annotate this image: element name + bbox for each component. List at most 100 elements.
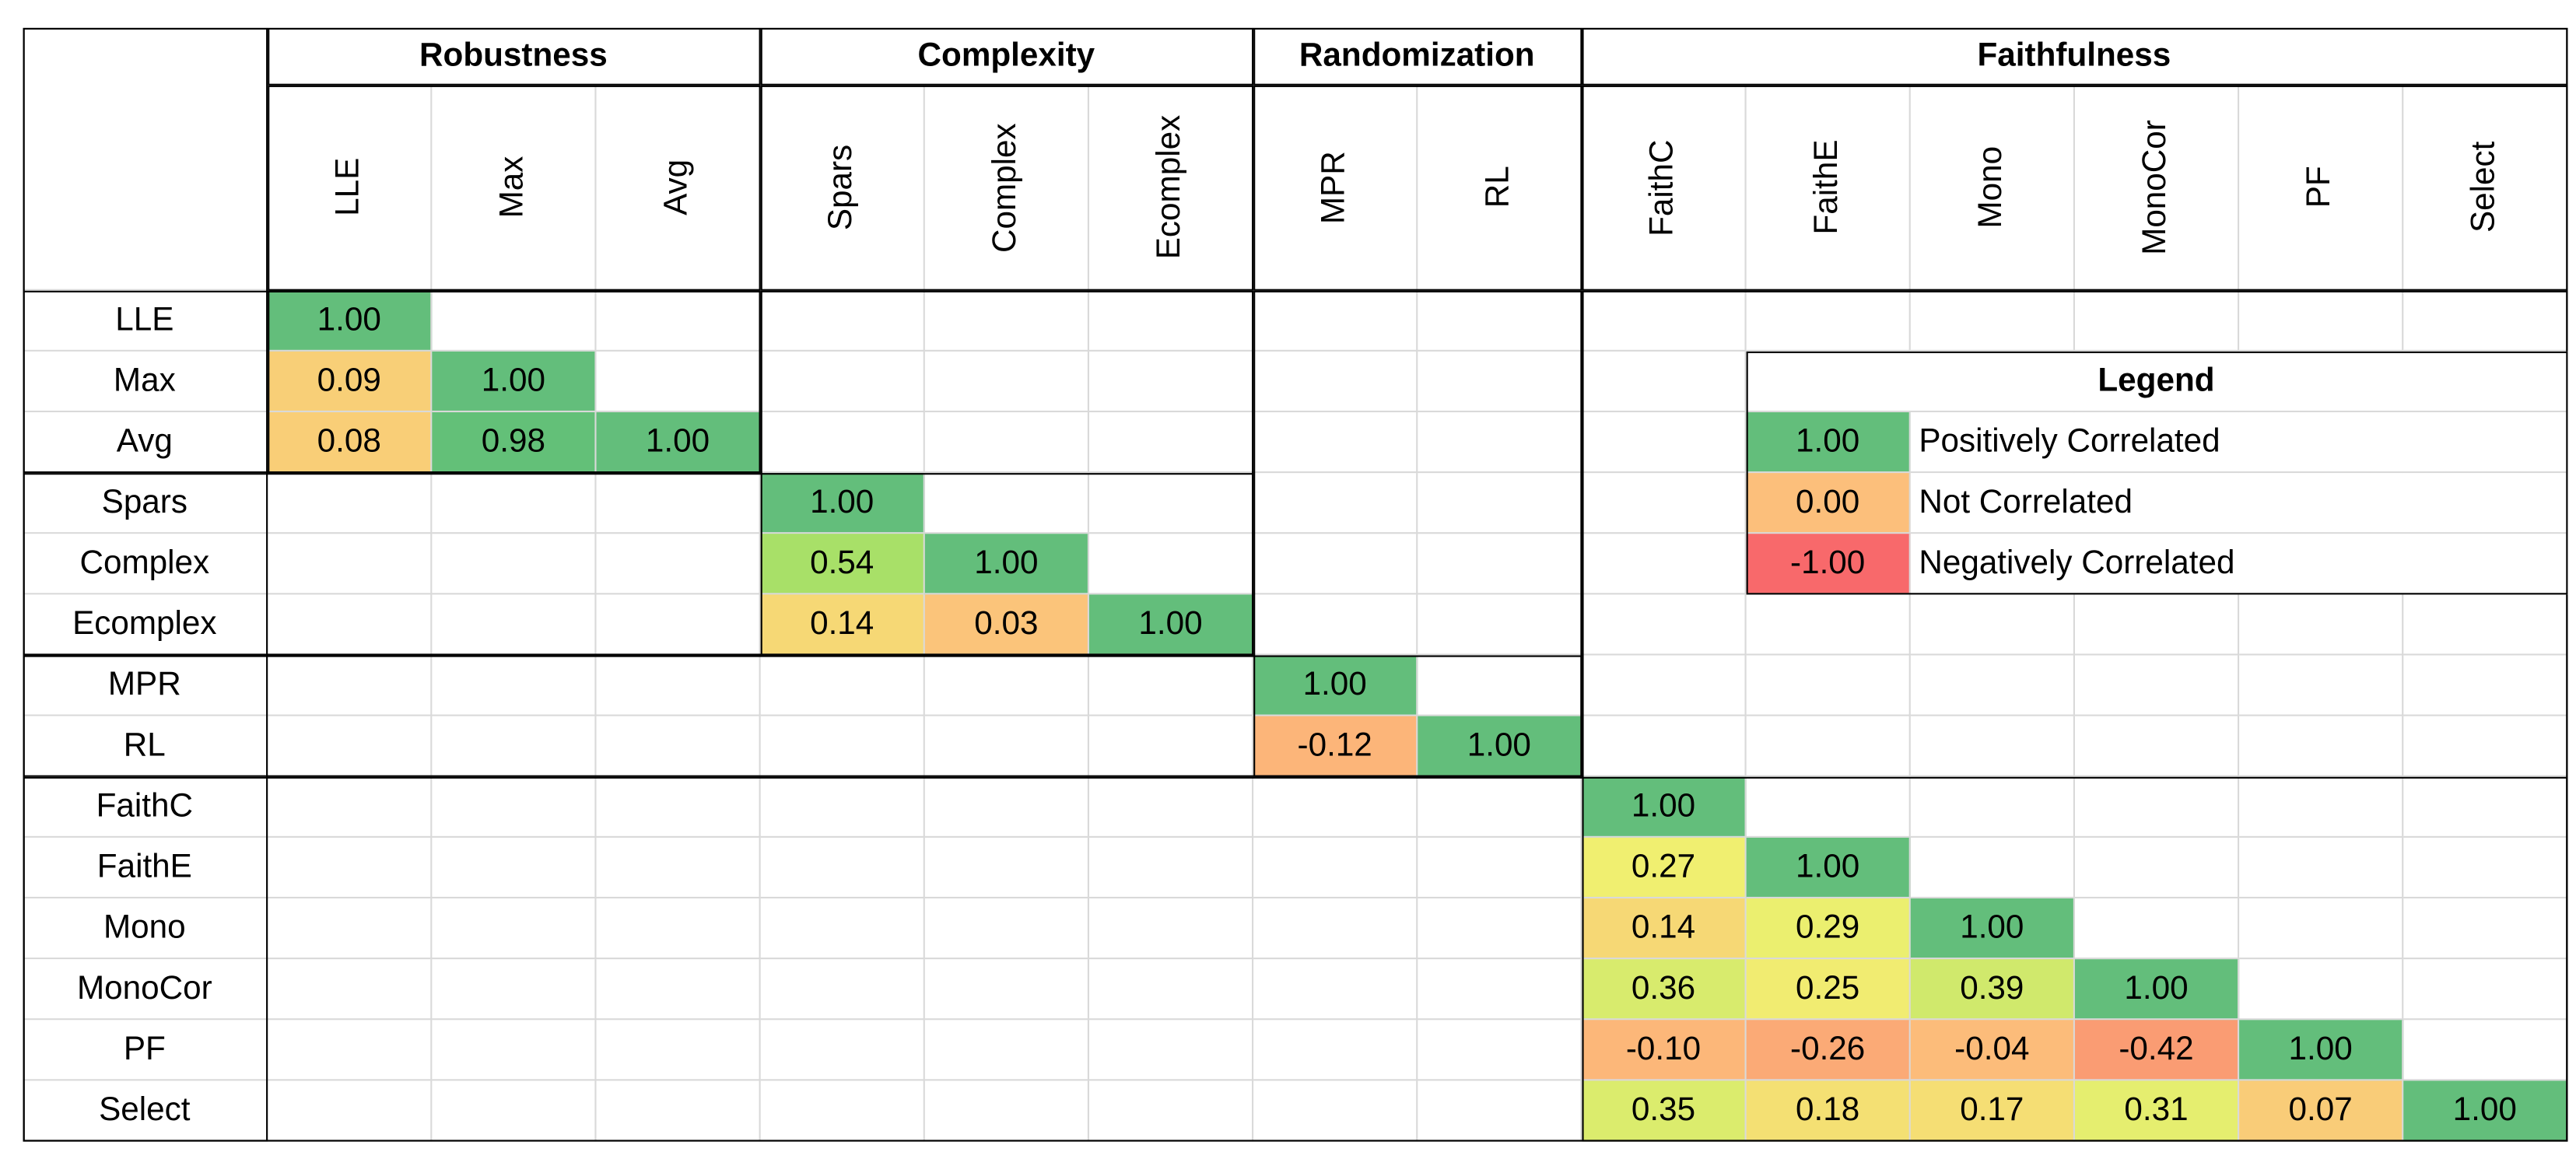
column-header: MPR [1253,85,1418,291]
cell [268,1020,433,1081]
column-label: Avg [658,159,696,215]
cell [2403,290,2568,352]
cell [432,898,597,960]
cell [1088,290,1254,352]
value-cell: -0.42 [2074,1020,2240,1081]
cell [1088,1080,1254,1142]
value-cell: 0.39 [1910,959,2075,1021]
cell [1582,594,1747,656]
value-cell: 0.09 [268,351,433,413]
cell [1418,837,1582,899]
cell [1746,594,1911,656]
cell [760,776,925,838]
cell [924,959,1089,1021]
cell [760,1020,925,1081]
cell [2074,776,2240,838]
cell [596,534,761,595]
cell [760,837,925,899]
value-cell: 1.00 [2239,1020,2404,1081]
cell [760,898,925,960]
cell [2403,837,2568,899]
cell [1253,898,1418,960]
cell [596,351,761,413]
column-label: Spars [822,144,860,230]
legend-label: Not Correlated [1910,473,2568,534]
row-label: RL [23,716,268,777]
value-cell: 0.18 [1746,1080,1911,1142]
cell [2403,898,2568,960]
cell [2074,837,2240,899]
cell [760,959,925,1021]
cell [1418,959,1582,1021]
cell [1253,959,1418,1021]
column-label: MonoCor [2137,119,2174,255]
column-header: Avg [596,85,761,291]
cell [760,1080,925,1142]
cell [2403,776,2568,838]
cell [1418,534,1582,595]
cell [432,837,597,899]
cell [2239,290,2404,352]
value-cell: 1.00 [1582,776,1747,838]
cell [596,594,761,656]
value-cell: 0.29 [1746,898,1911,960]
value-cell: 0.31 [2074,1080,2240,1142]
cell [1418,351,1582,413]
row-label: MonoCor [23,959,268,1021]
cell [268,837,433,899]
column-label: MPR [1316,150,1352,224]
cell [2239,594,2404,656]
value-cell: 1.00 [268,290,433,352]
cell [1253,837,1418,899]
cell [1582,290,1747,352]
cell [1253,290,1418,352]
cell [1418,412,1582,474]
cell [924,473,1089,534]
cell [432,655,597,716]
cell [2074,898,2240,960]
cell [596,1020,761,1081]
value-cell: 1.00 [2403,1080,2568,1142]
legend-swatch: -1.00 [1746,534,1911,595]
cell [432,534,597,595]
cell [1582,716,1747,777]
cell [2239,776,2404,838]
value-cell: 0.07 [2239,1080,2404,1142]
value-cell: 0.17 [1910,1080,2075,1142]
cell [1418,1020,1582,1081]
cell [2239,959,2404,1021]
cell [596,1080,761,1142]
cell [596,716,761,777]
row-label: Select [23,1080,268,1142]
cell [1418,655,1582,716]
cell [1088,716,1254,777]
value-cell: -0.04 [1910,1020,2075,1081]
column-header: Complex [924,85,1089,291]
cell [1746,776,1911,838]
cell [1253,473,1418,534]
legend-label: Positively Correlated [1910,412,2568,474]
column-header: Max [432,85,597,291]
cell [268,959,433,1021]
cell [1418,898,1582,960]
cell [1418,1080,1582,1142]
column-header: Mono [1910,85,2075,291]
cell [432,594,597,656]
legend-swatch: 0.00 [1746,473,1911,534]
legend-label: Negatively Correlated [1910,534,2568,595]
value-cell: 0.08 [268,412,433,474]
value-cell: 0.14 [1582,898,1747,960]
value-cell: 0.03 [924,594,1089,656]
row-label: FaithC [23,776,268,838]
cell [1746,655,1911,716]
cell [1910,655,2075,716]
row-label: Complex [23,534,268,595]
cell [268,473,433,534]
column-label: Max [494,156,531,219]
value-cell: 0.14 [760,594,925,656]
row-label: MPR [23,655,268,716]
value-cell: 0.36 [1582,959,1747,1021]
group-header: Complexity [760,27,1254,86]
cell [432,1080,597,1142]
